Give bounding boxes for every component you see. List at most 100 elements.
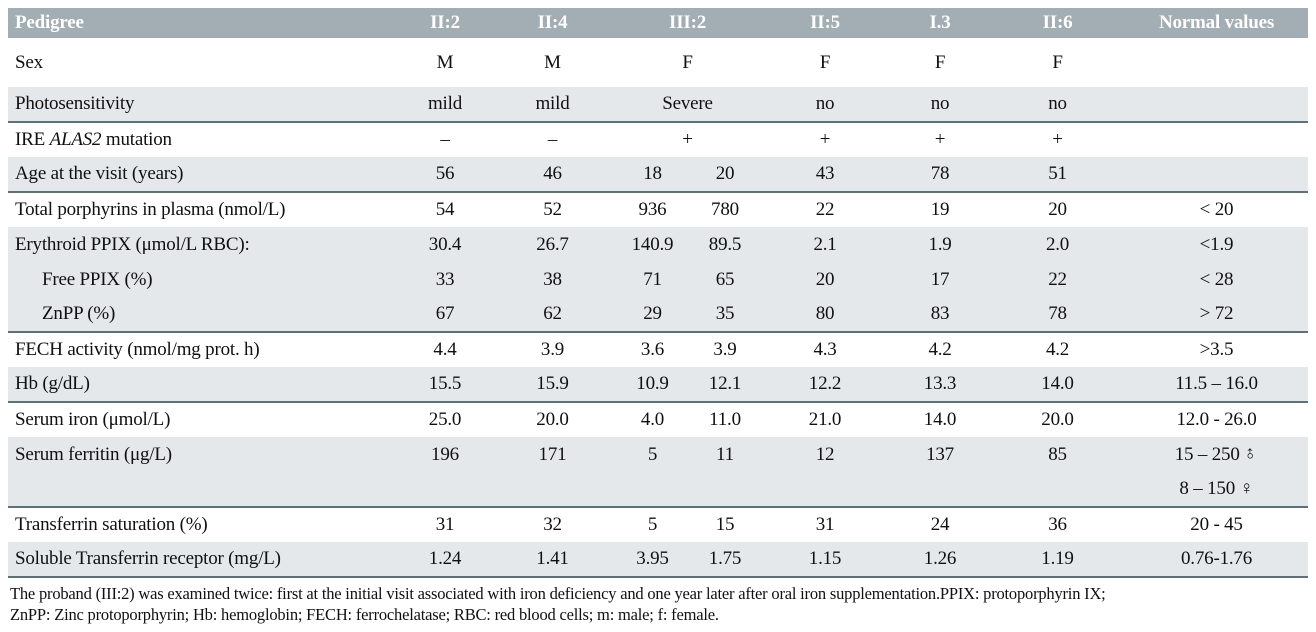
value-cell: 51 xyxy=(990,157,1126,193)
value-cell: – xyxy=(440,129,450,150)
value-cell: 19 xyxy=(930,199,950,220)
value-cell: 22 xyxy=(990,262,1126,297)
value-cell xyxy=(1125,157,1309,193)
value-cell: mild xyxy=(490,87,615,123)
value-cell: 31 xyxy=(435,514,455,535)
value-cell: 36 xyxy=(1048,514,1067,535)
value-cell xyxy=(1125,87,1309,123)
header-cell-pedigree: Pedigree xyxy=(8,8,400,38)
row-label: Transferrin saturation (%) xyxy=(15,514,208,535)
value-cell: 780 xyxy=(711,199,739,220)
value-cell: 1.19 xyxy=(990,542,1126,578)
table-row: Total porphyrins in plasma (nmol/L) 54 52 9… xyxy=(8,192,1308,227)
value-cell: 4.3 xyxy=(813,339,837,360)
row-label: Serum ferritin (μg/L) xyxy=(8,437,400,472)
value-cell: 29 xyxy=(615,297,690,333)
row-label: FECH activity (nmol/mg prot. h) xyxy=(15,339,260,360)
table-header: Pedigree II:2 II:4 III:2 II:5 I.3 II:6 Normal v… xyxy=(8,8,1309,38)
value-cell: 4.2 xyxy=(928,339,952,360)
value-cell: 14.0 xyxy=(990,367,1126,403)
value-cell: 80 xyxy=(760,297,891,333)
value-cell: no xyxy=(990,87,1126,123)
value-cell: 15.9 xyxy=(490,367,615,403)
value-cell: F xyxy=(682,51,693,73)
value-cell: Severe xyxy=(615,87,761,123)
value-cell: 4.2 xyxy=(1045,339,1070,360)
value-cell: 43 xyxy=(760,157,891,193)
value-cell: 1.26 xyxy=(890,542,991,578)
value-cell xyxy=(760,472,891,508)
value-cell: 30.4 xyxy=(400,227,490,262)
value-cell: 11 xyxy=(690,437,761,472)
value-cell: 1.41 xyxy=(490,542,615,578)
value-cell: 171 xyxy=(490,437,615,472)
value-cell: 5 xyxy=(647,514,658,535)
row-label: Total porphyrins in plasma (nmol/L) xyxy=(15,199,286,220)
value-cell: F xyxy=(1052,51,1063,73)
value-cell: 89.5 xyxy=(690,227,761,262)
value-cell: 38 xyxy=(490,262,615,297)
footnote-line-2: ZnPP: Zinc protoporphyrin; Hb: hemoglobi… xyxy=(10,605,719,624)
value-cell: 0.76-1.76 xyxy=(1125,542,1309,578)
value-cell: 83 xyxy=(890,297,991,333)
value-cell: 32 xyxy=(543,514,562,535)
value-cell: 20 xyxy=(690,157,761,193)
value-cell: 10.9 xyxy=(615,367,690,403)
table-row: Serum iron (μmol/L) 25.0 20.0 4.0 11.0 21.0 14… xyxy=(8,402,1308,437)
value-cell: F xyxy=(819,51,831,73)
value-cell: no xyxy=(760,87,891,123)
value-cell: 54 xyxy=(435,199,455,220)
row-label xyxy=(8,472,400,508)
value-cell: 20 xyxy=(760,262,891,297)
value-cell: 11.5 – 16.0 xyxy=(1125,367,1309,403)
value-cell: 85 xyxy=(990,437,1126,472)
row-label: ZnPP (%) xyxy=(8,297,400,333)
value-cell xyxy=(990,472,1126,508)
table-row: Sex M M F F F F xyxy=(8,38,1308,87)
value-cell: 33 xyxy=(400,262,490,297)
value-cell xyxy=(400,472,490,508)
value-cell: < 28 xyxy=(1125,262,1309,297)
value-cell: 3.9 xyxy=(713,339,737,360)
header-cell: I.3 xyxy=(890,8,991,38)
table-row: Erythroid PPIX (μmol/L RBC): 30.4 26.7 140.… xyxy=(8,227,1309,262)
row-label: Erythroid PPIX (μmol/L RBC): xyxy=(8,227,400,262)
value-cell: – xyxy=(547,129,558,150)
value-cell: mild xyxy=(400,87,490,123)
value-cell: 24 xyxy=(930,514,950,535)
value-cell: 1.75 xyxy=(690,542,761,578)
value-cell: 8 – 150 ♀ xyxy=(1125,472,1309,508)
table-row: Serum ferritin (μg/L) 196 171 5 11 12 137 85 15 … xyxy=(8,437,1309,472)
value-cell: 65 xyxy=(690,262,761,297)
table-row: IRE ALAS2 mutation – – + + + + xyxy=(8,122,1308,157)
value-cell: 3.6 xyxy=(640,339,665,360)
value-cell: 1.9 xyxy=(890,227,991,262)
value-cell: 15.5 xyxy=(400,367,490,403)
value-cell: 936 xyxy=(638,199,667,220)
row-label: Photosensitivity xyxy=(8,87,400,123)
value-cell: + xyxy=(819,129,831,150)
value-cell: 137 xyxy=(890,437,991,472)
value-cell: 21.0 xyxy=(808,409,842,430)
row-label: IRE ALAS2 mutation xyxy=(15,129,172,150)
value-cell: 18 xyxy=(615,157,690,193)
table-row: Age at the visit (years) 56 46 18 20 43 78 51 xyxy=(8,157,1309,193)
table-row: Photosensitivity mild mild Severe no no no xyxy=(8,87,1309,123)
value-cell: 15 xyxy=(715,514,735,535)
value-cell: no xyxy=(890,87,991,123)
value-cell: 22 xyxy=(815,199,835,220)
table-row: Hb (g/dL) 15.5 15.9 10.9 12.1 12.2 13.3 14.0 11.… xyxy=(8,367,1309,403)
header-row: Pedigree II:2 II:4 III:2 II:5 I.3 II:6 Normal v… xyxy=(8,8,1309,38)
header-cell: II:6 xyxy=(990,8,1126,38)
row-label: Soluble Transferrin receptor (mg/L) xyxy=(8,542,400,578)
value-cell: 4.4 xyxy=(433,339,457,360)
value-cell: 56 xyxy=(400,157,490,193)
value-cell: 11.0 xyxy=(709,409,741,430)
value-cell: 26.7 xyxy=(490,227,615,262)
table-footnote: The proband (III:2) was examined twice: … xyxy=(8,583,1308,625)
value-cell: 12 xyxy=(760,437,891,472)
table-body: Sex M M F F F F Photosensitivity mild mild Severe n… xyxy=(8,38,1309,578)
footnote-line-1: The proband (III:2) was examined twice: … xyxy=(10,584,1106,603)
value-cell xyxy=(690,472,761,508)
value-cell: 15 – 250 ♂ xyxy=(1125,437,1309,472)
